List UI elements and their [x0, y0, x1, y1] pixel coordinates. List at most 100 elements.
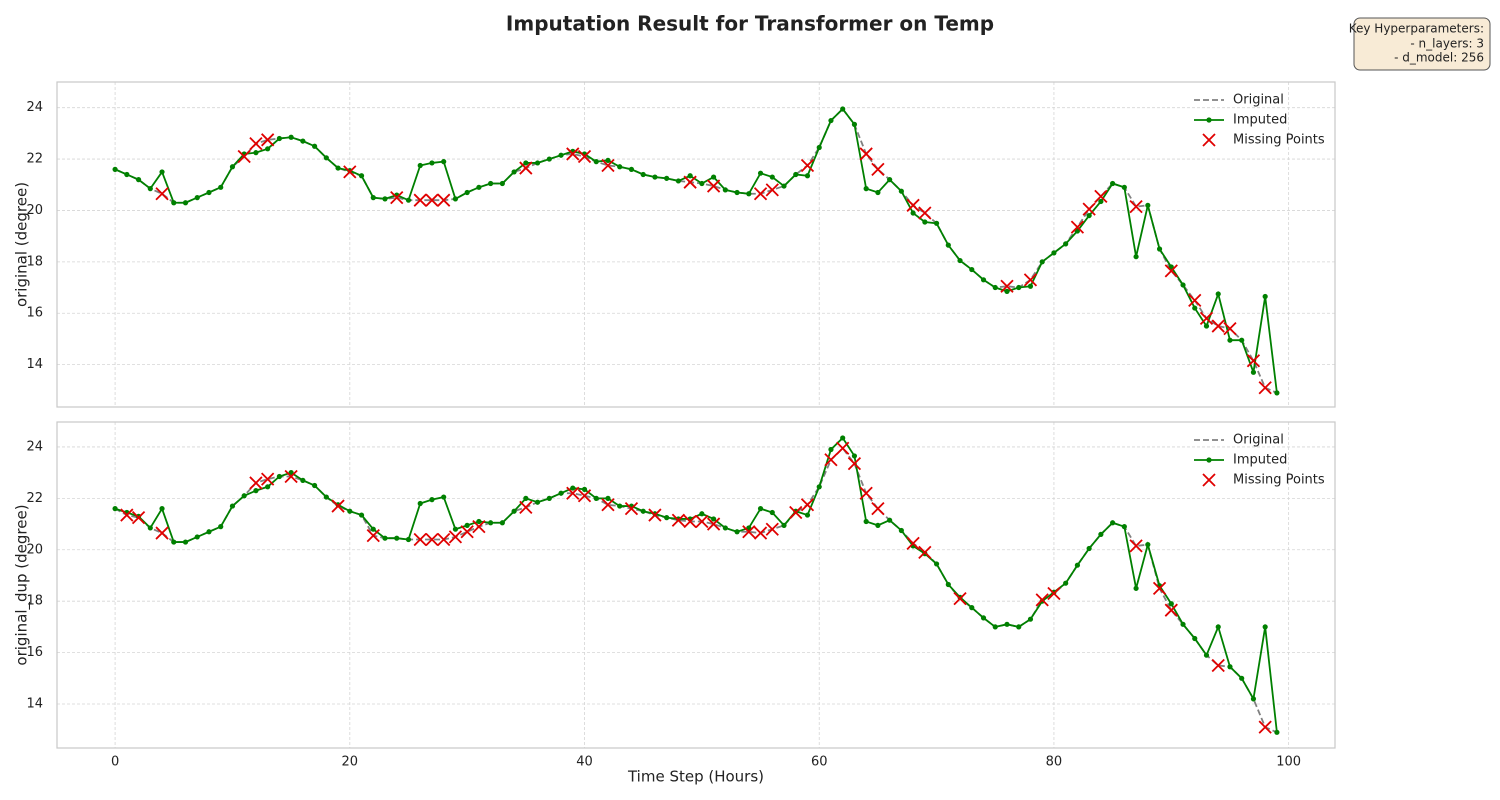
data-point	[523, 160, 529, 166]
missing-marker	[413, 532, 427, 547]
data-point	[171, 539, 177, 545]
data-point	[523, 495, 529, 501]
missing-marker	[1129, 199, 1143, 214]
figure-title: Imputation Result for Transformer on Tem…	[506, 12, 994, 36]
data-point	[417, 500, 423, 507]
data-point	[1274, 390, 1280, 396]
data-point	[1027, 616, 1034, 622]
data-point	[945, 242, 951, 248]
missing-marker	[425, 193, 439, 207]
data-point	[124, 171, 130, 178]
data-point	[887, 517, 893, 523]
data-point	[793, 508, 799, 514]
data-point	[229, 164, 236, 170]
legend-label: Imputed	[1233, 453, 1287, 468]
data-point	[992, 284, 998, 291]
missing-marker	[1035, 593, 1049, 607]
series-line	[114, 107, 1278, 394]
missing-marker	[249, 476, 263, 490]
data-point	[1004, 621, 1010, 627]
missing-marker	[871, 162, 885, 176]
plot-frame	[56, 421, 1336, 749]
legend-label: Original	[1233, 93, 1284, 108]
data-point	[1063, 580, 1069, 586]
missing-marker	[918, 545, 932, 559]
data-point	[640, 508, 646, 514]
data-point	[699, 180, 705, 187]
missing-marker	[1082, 202, 1096, 216]
missing-marker	[671, 513, 686, 527]
legend-handle	[1206, 117, 1212, 123]
data-point	[640, 171, 646, 178]
y-tick-label: 20	[26, 542, 43, 557]
data-point	[441, 159, 447, 165]
data-point	[265, 484, 271, 490]
data-point	[323, 494, 329, 500]
missing-marker	[1199, 311, 1214, 326]
data-point	[593, 159, 599, 165]
data-point	[135, 177, 142, 183]
missing-marker	[765, 522, 779, 536]
data-point	[1192, 635, 1198, 642]
missing-marker	[1223, 322, 1237, 336]
data-point	[417, 162, 423, 169]
data-point	[1239, 675, 1245, 681]
missing-marker	[648, 508, 662, 522]
data-point	[593, 495, 599, 501]
data-point	[992, 624, 998, 630]
missing-marker	[753, 187, 768, 201]
missing-marker	[472, 520, 486, 534]
y-tick-label: 20	[26, 203, 43, 218]
missing-marker	[1211, 319, 1225, 333]
data-point	[311, 143, 318, 149]
data-point	[922, 219, 928, 225]
data-point	[358, 173, 365, 179]
legend-label: Missing Points	[1233, 473, 1325, 488]
data-point	[135, 513, 142, 519]
series-line	[114, 107, 1278, 393]
data-point	[253, 488, 259, 494]
data-point	[1016, 284, 1022, 291]
data-point	[476, 184, 482, 190]
data-point	[370, 195, 376, 201]
missing-marker	[1258, 381, 1272, 395]
data-point	[229, 503, 236, 509]
missing-marker	[120, 508, 134, 522]
missing-marker	[366, 529, 380, 543]
data-point	[1133, 254, 1139, 260]
data-point	[546, 495, 552, 501]
data-point	[957, 257, 963, 264]
data-point	[816, 144, 822, 151]
data-point	[476, 518, 482, 525]
data-point	[194, 195, 200, 201]
data-point	[464, 189, 470, 196]
missing-marker	[800, 158, 815, 173]
missing-marker	[695, 514, 709, 529]
data-point	[441, 494, 447, 500]
data-point	[1074, 562, 1081, 568]
data-point	[1203, 323, 1210, 329]
missing-marker	[460, 525, 474, 539]
x-tick-label: 20	[342, 755, 359, 770]
missing-marker	[1047, 586, 1061, 601]
data-point	[394, 535, 400, 541]
missing-marker	[249, 137, 263, 151]
data-point	[581, 486, 588, 492]
missing-marker	[683, 175, 697, 189]
y-axis-label: original (degree)	[13, 182, 31, 307]
data-point	[182, 539, 189, 545]
data-point	[300, 477, 306, 483]
missing-marker	[343, 165, 357, 179]
data-point	[769, 509, 775, 516]
data-point	[828, 117, 834, 124]
data-point	[1121, 184, 1127, 190]
legend-label: Original	[1233, 433, 1284, 448]
data-point	[1086, 545, 1092, 552]
data-point	[558, 152, 564, 158]
data-point	[757, 506, 764, 512]
missing-marker	[1211, 658, 1225, 673]
missing-marker	[155, 187, 169, 201]
data-point	[464, 522, 470, 528]
legend-handle	[1206, 457, 1212, 463]
data-point	[1027, 283, 1034, 289]
